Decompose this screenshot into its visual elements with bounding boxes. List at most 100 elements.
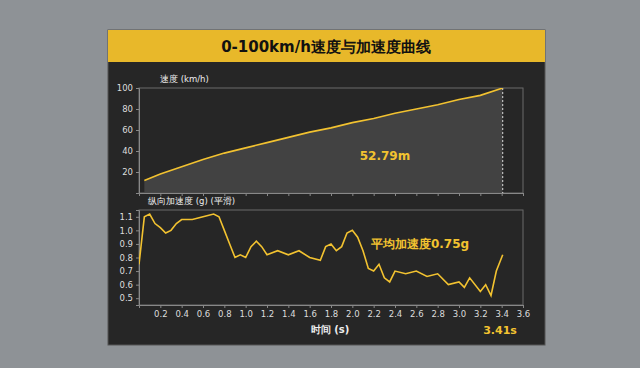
x-tick-mark xyxy=(352,193,353,196)
y-tick: 20 xyxy=(122,167,139,177)
x-tick: 0.6 xyxy=(197,305,211,319)
x-tick xyxy=(374,193,375,196)
y-tick: 1.0 xyxy=(119,226,139,236)
x-tick-mark xyxy=(395,193,396,196)
annotation: 52.79m xyxy=(360,149,410,163)
plot-frame xyxy=(139,88,523,193)
x-tick xyxy=(267,193,268,196)
y-tick: 0.9 xyxy=(119,239,139,249)
x-tick-mark xyxy=(288,305,289,308)
x-tick: 1.0 xyxy=(239,305,253,319)
y-tick-mark xyxy=(136,88,139,89)
y-tick: 0.6 xyxy=(119,280,139,290)
y-tick-mark xyxy=(136,258,139,259)
plot-frame xyxy=(139,210,523,305)
x-tick xyxy=(310,193,311,196)
x-tick xyxy=(416,193,417,196)
y-tick-label: 0.8 xyxy=(119,253,133,263)
x-tick-mark xyxy=(310,305,311,308)
x-tick: 3.2 xyxy=(474,305,488,319)
x-tick: 3.4 xyxy=(495,305,509,319)
x-tick-mark xyxy=(331,193,332,196)
x-axis-line xyxy=(140,306,524,309)
x-tick-mark xyxy=(246,305,247,308)
y-tick-label: 0.7 xyxy=(119,266,133,276)
x-tick-label: 0.8 xyxy=(218,309,232,319)
x-tick-label: 0.2 xyxy=(154,309,168,319)
y-tick-label: 80 xyxy=(122,104,133,114)
x-tick-mark xyxy=(331,305,332,308)
chart-title: 0-100km/h速度与加速度曲线 xyxy=(221,38,431,56)
x-tick-mark xyxy=(267,305,268,308)
x-tick: 2.8 xyxy=(431,305,445,319)
y-axis: 0.5 0.6 0.7 0.8 0.9 1.0 1.1 xyxy=(119,211,139,306)
x-axis-title: 时间 (s) xyxy=(311,324,350,335)
panel xyxy=(108,30,545,345)
x-tick-mark xyxy=(288,193,289,196)
y-tick-mark xyxy=(136,271,139,272)
x-tick-label: 2.8 xyxy=(431,309,445,319)
y-tick: 40 xyxy=(122,146,139,156)
y-tick-label: 40 xyxy=(122,146,133,156)
x-tick-label: 3.0 xyxy=(453,309,467,319)
x-tick xyxy=(459,193,460,196)
x-tick xyxy=(395,193,396,196)
y-tick-label: 60 xyxy=(122,125,133,135)
y-tick-label: 1.1 xyxy=(119,212,133,222)
y-axis-line xyxy=(136,211,140,306)
y-tick-label: 0.9 xyxy=(119,239,133,249)
x-tick-mark xyxy=(416,193,417,196)
y-tick-mark xyxy=(136,109,139,110)
x-tick xyxy=(331,193,332,196)
y-axis: 20 40 60 80 100 xyxy=(117,83,140,193)
x-tick-label: 2.6 xyxy=(410,309,424,319)
x-tick-mark xyxy=(203,305,204,308)
x-tick-mark xyxy=(246,193,247,196)
x-tick-label: 1.2 xyxy=(261,309,275,319)
x-tick-label: 0.4 xyxy=(175,309,189,319)
x-tick-label: 3.4 xyxy=(495,309,509,319)
x-tick-label: 3.6 xyxy=(517,309,531,319)
y-tick-mark xyxy=(136,130,139,131)
x-tick-mark xyxy=(502,305,503,308)
x-tick-mark xyxy=(352,305,353,308)
y-tick: 80 xyxy=(122,104,139,114)
marks xyxy=(139,214,503,295)
x-tick-label: 1.6 xyxy=(303,309,317,319)
title-band xyxy=(108,30,545,62)
y-tick: 1.1 xyxy=(119,212,139,222)
y-tick-label: 100 xyxy=(117,83,133,93)
x-tick xyxy=(502,193,503,196)
x-tick: 0.4 xyxy=(175,305,189,319)
x-tick-mark xyxy=(224,305,225,308)
y-tick-mark xyxy=(136,172,139,173)
y-tick: 100 xyxy=(117,83,139,93)
x-tick-label: 0.6 xyxy=(197,309,211,319)
x-tick-mark xyxy=(182,305,183,308)
x-tick-mark xyxy=(480,305,481,308)
end-marker xyxy=(502,88,503,193)
x-tick: 3.0 xyxy=(453,305,467,319)
y-tick-label: 1.0 xyxy=(119,226,133,236)
y-tick-mark xyxy=(136,244,139,245)
x-tick-mark xyxy=(395,305,396,308)
x-tick xyxy=(352,193,353,196)
x-tick-label: 3.2 xyxy=(474,309,488,319)
y-tick: 0.7 xyxy=(119,266,139,276)
x-tick: 3.6 xyxy=(517,305,531,319)
x-tick: 2.4 xyxy=(389,305,403,319)
x-tick-mark xyxy=(502,193,503,196)
x-tick xyxy=(246,193,247,196)
x-tick-label: 2.2 xyxy=(367,309,381,319)
x-tick: 2.0 xyxy=(346,305,360,319)
chart-root: 0-100km/h速度与加速度曲线20406080100速度 (km/h)52.… xyxy=(0,0,640,368)
x-tick-mark xyxy=(374,305,375,308)
x-tick-label: 1.8 xyxy=(325,309,339,319)
x-tick: 1.2 xyxy=(261,305,275,319)
x-tick: 1.6 xyxy=(303,305,317,319)
x-tick-mark xyxy=(459,193,460,196)
x-tick-mark xyxy=(459,305,460,308)
x-tick-label: 2.0 xyxy=(346,309,360,319)
x-tick-mark xyxy=(438,193,439,196)
y-tick: 0.5 xyxy=(119,293,139,303)
